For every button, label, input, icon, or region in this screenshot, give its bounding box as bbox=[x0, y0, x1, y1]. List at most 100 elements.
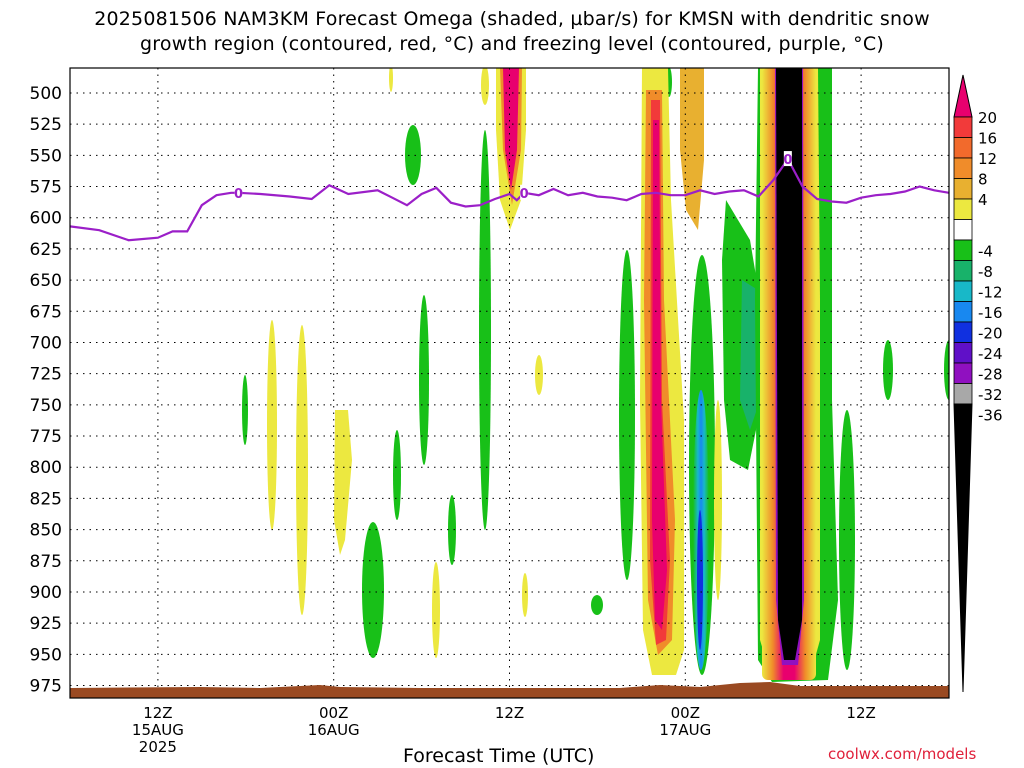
colorbar-label: -36 bbox=[978, 406, 1003, 424]
chart-title-line2: growth region (contoured, red, °C) and f… bbox=[140, 33, 884, 55]
omega-cell bbox=[432, 562, 440, 658]
omega-cell bbox=[389, 68, 393, 92]
omega-cell bbox=[479, 130, 491, 530]
x-tick-label: 12Z bbox=[846, 704, 875, 722]
omega-cell bbox=[740, 280, 760, 430]
y-tick-label: 825 bbox=[30, 489, 62, 509]
chart-title-line1: 2025081506 NAM3KM Forecast Omega (shaded… bbox=[94, 8, 930, 30]
colorbar-label: -16 bbox=[978, 304, 1003, 322]
colorbar-label: -28 bbox=[978, 365, 1003, 383]
colorbar-top-arrow bbox=[953, 74, 973, 118]
omega-cell bbox=[503, 68, 519, 190]
y-tick-label: 925 bbox=[30, 614, 62, 634]
y-tick-label: 800 bbox=[30, 458, 62, 478]
omega-cell bbox=[419, 295, 429, 465]
x-tick-label: 00Z bbox=[319, 704, 348, 722]
omega-cell bbox=[267, 320, 277, 530]
y-tick-label: 550 bbox=[30, 146, 62, 166]
colorbar-segment bbox=[953, 157, 973, 179]
credit-text: coolwx.com/models bbox=[828, 745, 977, 763]
omega-cell bbox=[296, 325, 308, 615]
colorbar-label: -4 bbox=[978, 242, 993, 260]
x-tick-label: 12Z bbox=[495, 704, 524, 722]
freezing-level-labels: 0 0 0 bbox=[234, 151, 792, 202]
colorbar-segment bbox=[953, 198, 973, 220]
colorbar-segment bbox=[953, 280, 973, 302]
omega-cell bbox=[697, 510, 703, 650]
y-tick-label: 775 bbox=[30, 427, 62, 447]
omega-cell bbox=[362, 522, 384, 658]
colorbar-label: 8 bbox=[978, 171, 988, 189]
freezing-label-bg bbox=[520, 184, 529, 200]
colorbar-segment bbox=[953, 260, 973, 282]
colorbar-label: -32 bbox=[978, 386, 1003, 404]
freezing-level-label: 0 bbox=[783, 153, 792, 168]
y-tick-label: 525 bbox=[30, 115, 62, 135]
terrain-surface bbox=[70, 682, 949, 698]
y-tick-label: 850 bbox=[30, 521, 62, 541]
colorbar-label: 20 bbox=[978, 109, 997, 127]
y-tick-label: 725 bbox=[30, 365, 62, 385]
omega-cell bbox=[405, 125, 421, 185]
omega-cell bbox=[619, 250, 635, 580]
x-tick-label: 00Z bbox=[671, 704, 700, 722]
y-tick-label: 650 bbox=[30, 271, 62, 291]
y-tick-label: 750 bbox=[30, 396, 62, 416]
x-tick-label: 12Z bbox=[143, 704, 172, 722]
colorbar-segment bbox=[953, 116, 973, 138]
omega-cell bbox=[448, 495, 456, 565]
omega-cell bbox=[944, 340, 949, 400]
plot-frame bbox=[69, 67, 950, 699]
grid-lines bbox=[70, 68, 949, 698]
x-tick-label: 2025 bbox=[139, 738, 177, 756]
omega-cell bbox=[481, 68, 489, 105]
colorbar-label: -24 bbox=[978, 345, 1003, 363]
y-tick-label: 900 bbox=[30, 583, 62, 603]
y-tick-label: 500 bbox=[30, 84, 62, 104]
colorbar-label: 12 bbox=[978, 150, 997, 168]
colorbar-segment bbox=[953, 239, 973, 261]
colorbar-label: -12 bbox=[978, 283, 1003, 301]
colorbar-segment bbox=[953, 178, 973, 200]
y-tick-label: 975 bbox=[30, 677, 62, 697]
freezing-level-label: 0 bbox=[520, 187, 529, 202]
omega-cell bbox=[839, 410, 855, 670]
colorbar-segment bbox=[953, 321, 973, 343]
y-tick-label: 875 bbox=[30, 552, 62, 572]
omega-cell bbox=[680, 68, 704, 230]
y-tick-label: 675 bbox=[30, 302, 62, 322]
omega-cell bbox=[591, 595, 603, 615]
y-axis-labels: 500 525 550 575 600 625 650 675 700 725 750 775 800 8… bbox=[30, 84, 62, 697]
x-axis-title: Forecast Time (UTC) bbox=[403, 745, 595, 767]
omega-cell bbox=[652, 120, 667, 630]
colorbar-segment bbox=[953, 301, 973, 323]
colorbar-label: 4 bbox=[978, 191, 988, 209]
y-tick-label: 600 bbox=[30, 209, 62, 229]
omega-cell bbox=[776, 68, 802, 660]
colorbar-segment bbox=[953, 342, 973, 364]
omega-shading bbox=[242, 68, 949, 682]
colorbar: 20 16 12 8 4 -4 -8 -12 -16 -20 -24 -28 -32 -36 bbox=[953, 74, 1003, 693]
omega-cell bbox=[334, 410, 352, 555]
colorbar-segment bbox=[953, 362, 973, 384]
x-tick-label: 16AUG bbox=[308, 721, 360, 739]
y-tick-label: 950 bbox=[30, 645, 62, 665]
colorbar-label: 16 bbox=[978, 130, 997, 148]
omega-cell bbox=[242, 375, 248, 445]
x-tick-label: 17AUG bbox=[659, 721, 711, 739]
omega-cell bbox=[714, 400, 722, 600]
omega-cell bbox=[535, 355, 543, 395]
omega-cell bbox=[883, 340, 893, 400]
colorbar-segment bbox=[953, 137, 973, 159]
colorbar-bottom-arrow bbox=[953, 403, 973, 693]
omega-cell bbox=[393, 430, 401, 520]
y-tick-label: 575 bbox=[30, 178, 62, 198]
freezing-label-bg bbox=[234, 184, 243, 200]
y-tick-label: 625 bbox=[30, 240, 62, 260]
omega-cell bbox=[522, 573, 528, 617]
x-tick-label: 15AUG bbox=[132, 721, 184, 739]
colorbar-segment bbox=[953, 383, 973, 405]
colorbar-label: -20 bbox=[978, 324, 1003, 342]
